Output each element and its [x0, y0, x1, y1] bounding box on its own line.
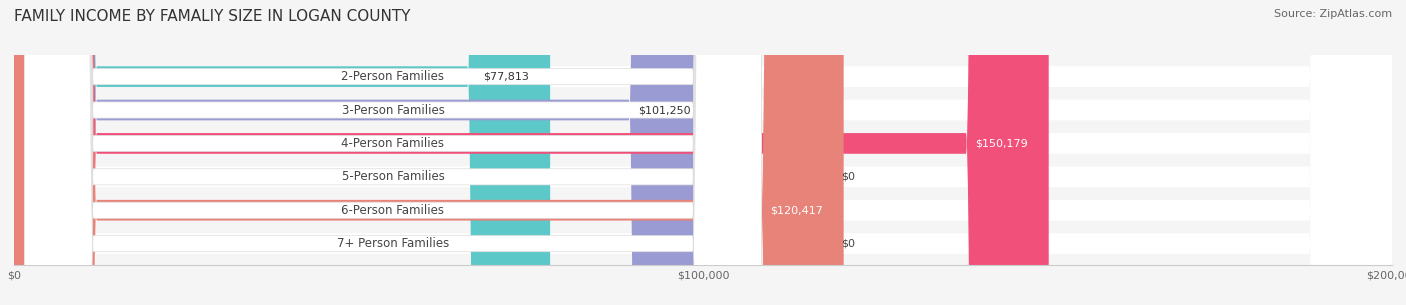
Text: $120,417: $120,417 — [770, 205, 823, 215]
Text: $0: $0 — [841, 239, 855, 249]
Text: 6-Person Families: 6-Person Families — [342, 204, 444, 217]
FancyBboxPatch shape — [14, 0, 1392, 305]
Text: 4-Person Families: 4-Person Families — [342, 137, 444, 150]
Text: $0: $0 — [841, 172, 855, 182]
FancyBboxPatch shape — [14, 0, 1392, 305]
Text: $101,250: $101,250 — [638, 105, 690, 115]
Text: FAMILY INCOME BY FAMALIY SIZE IN LOGAN COUNTY: FAMILY INCOME BY FAMALIY SIZE IN LOGAN C… — [14, 9, 411, 24]
FancyBboxPatch shape — [14, 0, 1392, 305]
Text: Source: ZipAtlas.com: Source: ZipAtlas.com — [1274, 9, 1392, 19]
Text: 3-Person Families: 3-Person Families — [342, 103, 444, 117]
FancyBboxPatch shape — [24, 0, 762, 305]
FancyBboxPatch shape — [14, 0, 1392, 305]
Text: 2-Person Families: 2-Person Families — [342, 70, 444, 83]
Text: $77,813: $77,813 — [484, 72, 530, 82]
Text: 7+ Person Families: 7+ Person Families — [337, 237, 449, 250]
FancyBboxPatch shape — [14, 0, 1392, 305]
FancyBboxPatch shape — [24, 0, 762, 305]
FancyBboxPatch shape — [14, 0, 1392, 305]
FancyBboxPatch shape — [14, 0, 844, 305]
FancyBboxPatch shape — [14, 0, 550, 305]
FancyBboxPatch shape — [24, 0, 762, 305]
FancyBboxPatch shape — [24, 0, 762, 305]
FancyBboxPatch shape — [14, 0, 1049, 305]
FancyBboxPatch shape — [24, 0, 762, 305]
FancyBboxPatch shape — [14, 0, 711, 305]
Text: $150,179: $150,179 — [976, 138, 1028, 149]
FancyBboxPatch shape — [24, 0, 762, 305]
Text: 5-Person Families: 5-Person Families — [342, 170, 444, 183]
